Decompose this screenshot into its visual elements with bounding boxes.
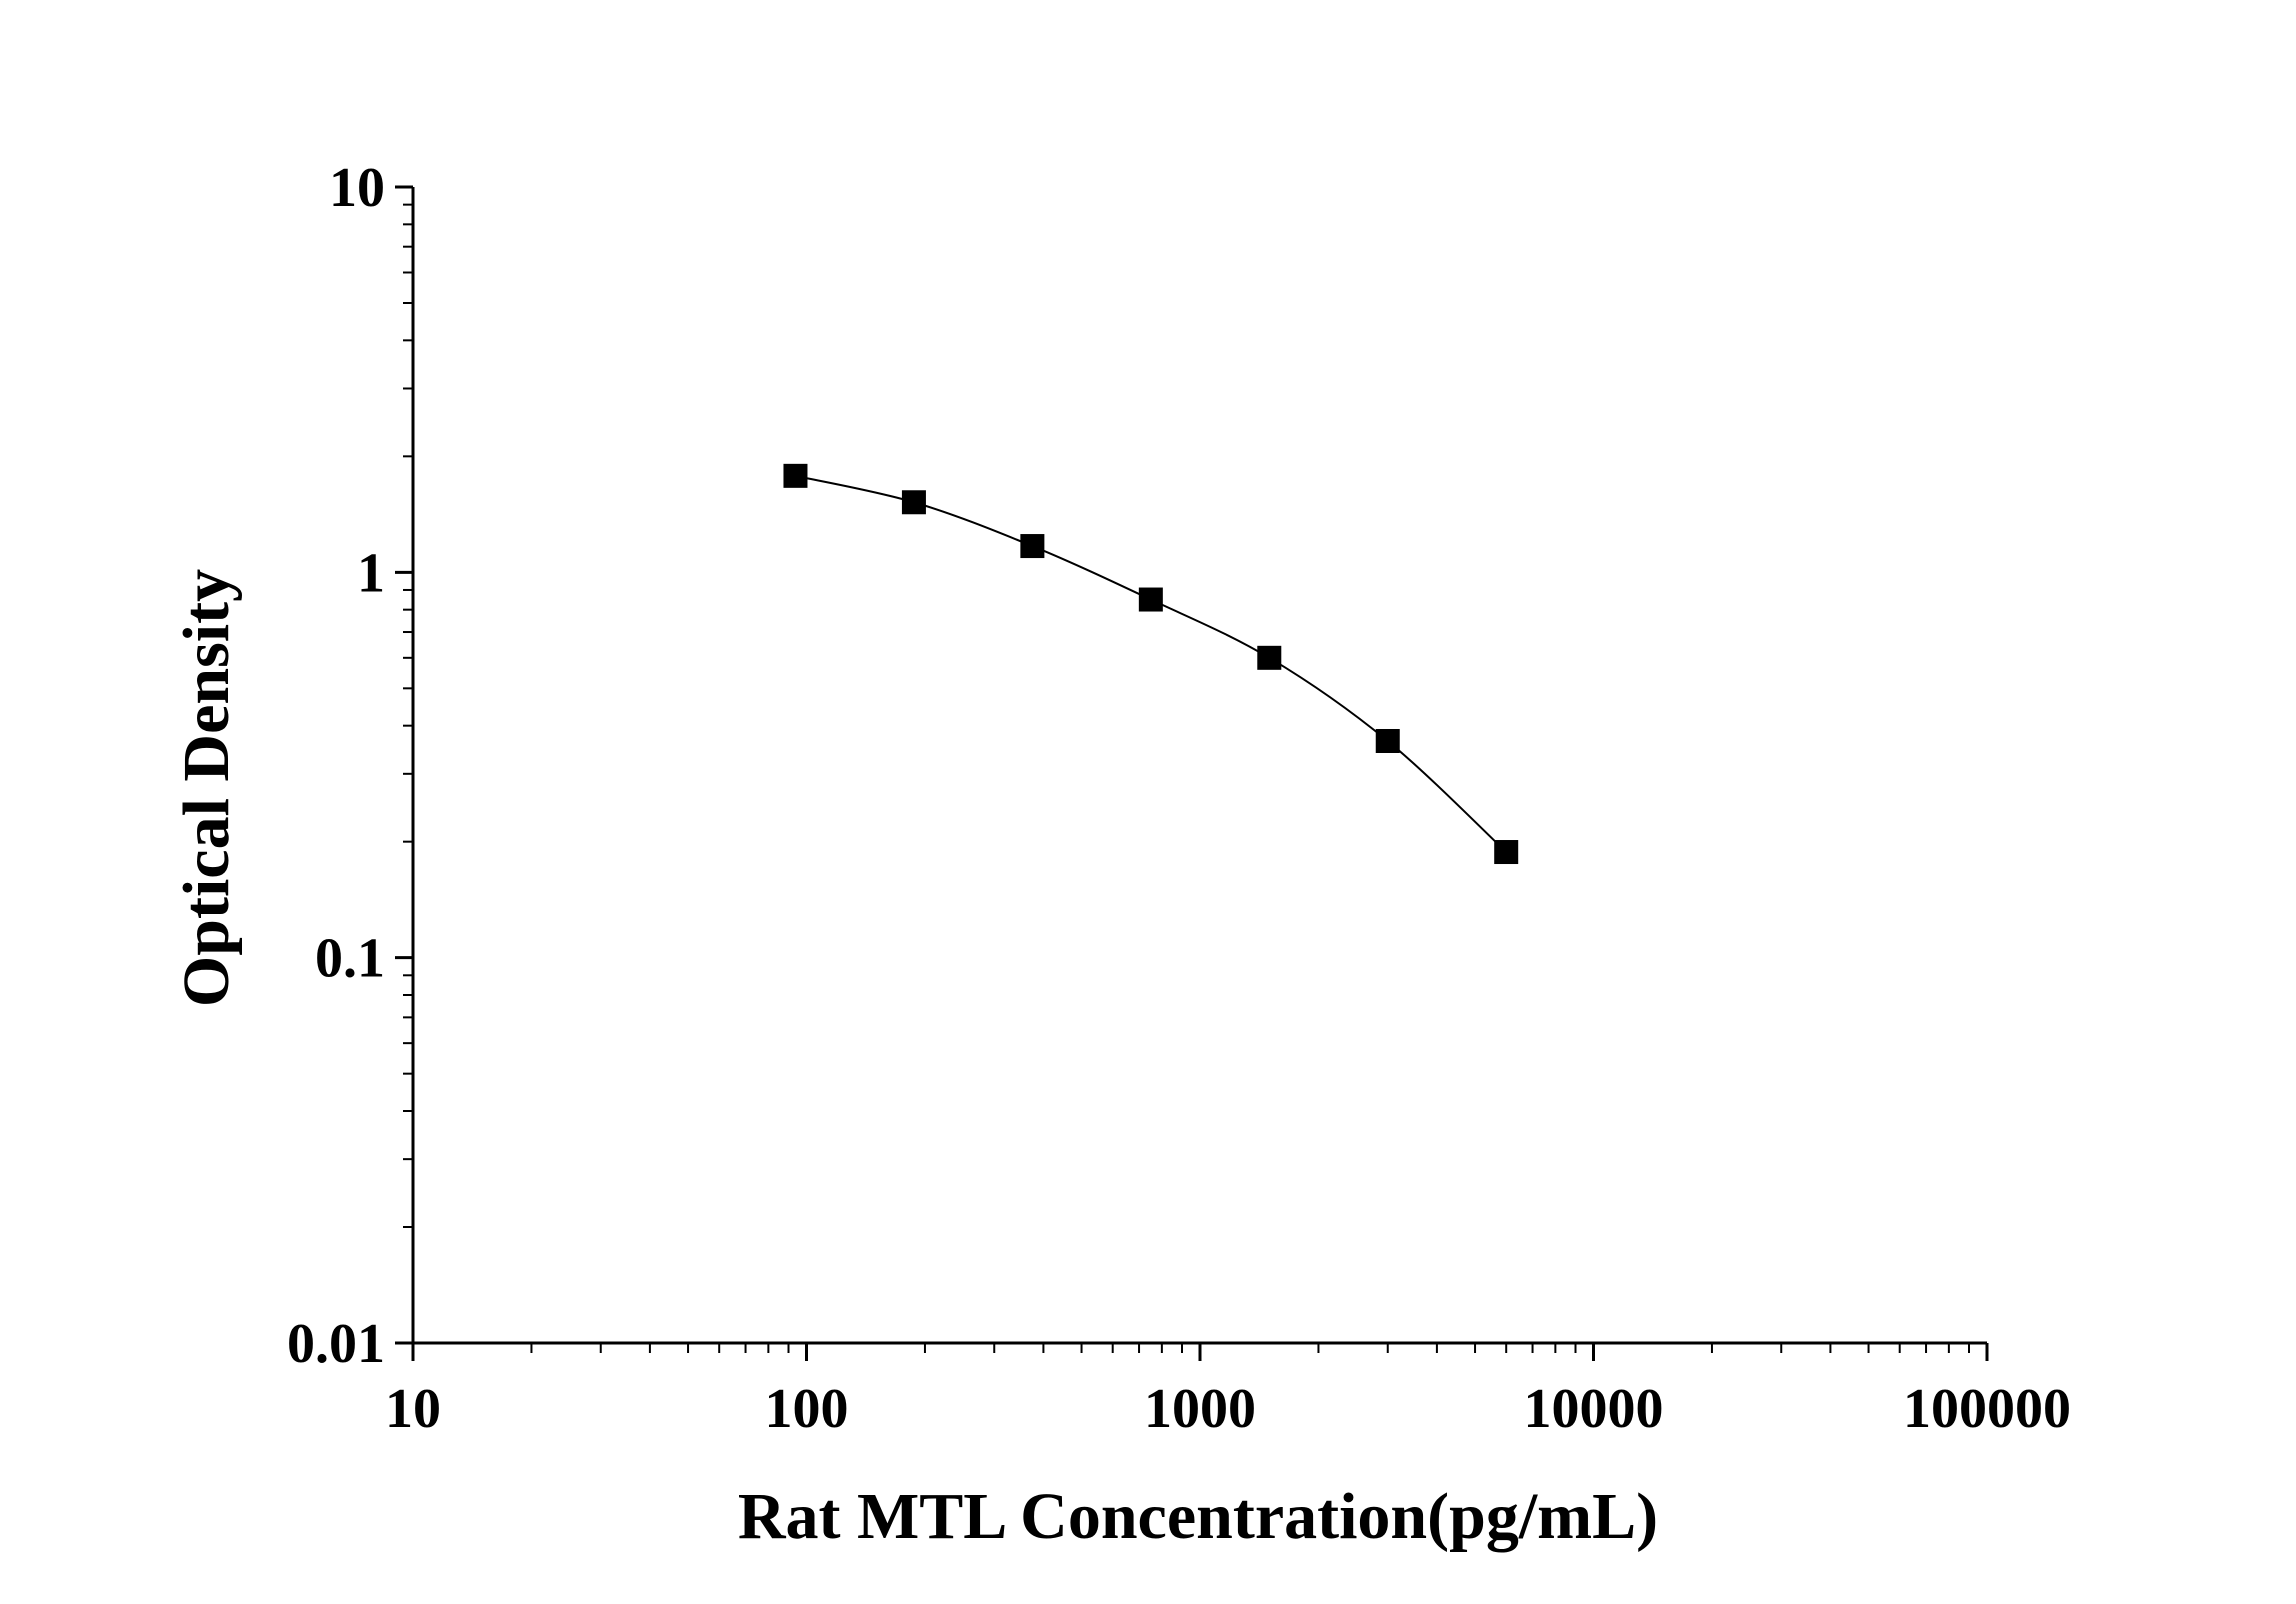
y-tick-label: 1: [357, 542, 385, 604]
x-tick-label: 100000: [1903, 1378, 2071, 1440]
series-layer: [783, 463, 1519, 865]
axes: [411, 187, 1987, 1345]
series-curve: [795, 474, 1507, 853]
x-axis-title: Rat MTL Concentration(pg/mL): [738, 1480, 1658, 1553]
y-tick-label: 0.01: [287, 1313, 385, 1375]
y-axis-tick-labels: 0.01 0.1 1 10: [287, 157, 385, 1375]
y-tick-label: 10: [329, 157, 385, 219]
x-tick-label: 1000: [1144, 1378, 1256, 1440]
data-point-marker: [901, 490, 926, 515]
data-point-marker: [1375, 728, 1400, 753]
y-axis-title: Optical Density: [170, 569, 243, 1007]
data-point-marker: [783, 463, 808, 488]
data-point-marker: [1494, 840, 1519, 865]
x-tick-label: 100: [765, 1378, 849, 1440]
data-point-marker: [1138, 587, 1163, 612]
x-tick-label: 10: [385, 1378, 441, 1440]
y-axis-ticks: [395, 185, 413, 1345]
data-point-marker: [1257, 645, 1282, 670]
x-tick-label: 10000: [1524, 1378, 1664, 1440]
x-axis-tick-labels: 10 100 1000 10000 100000: [385, 1378, 2071, 1440]
y-tick-label: 0.1: [315, 928, 385, 990]
x-axis-ticks: [411, 1343, 1989, 1361]
data-point-marker: [1020, 534, 1045, 559]
